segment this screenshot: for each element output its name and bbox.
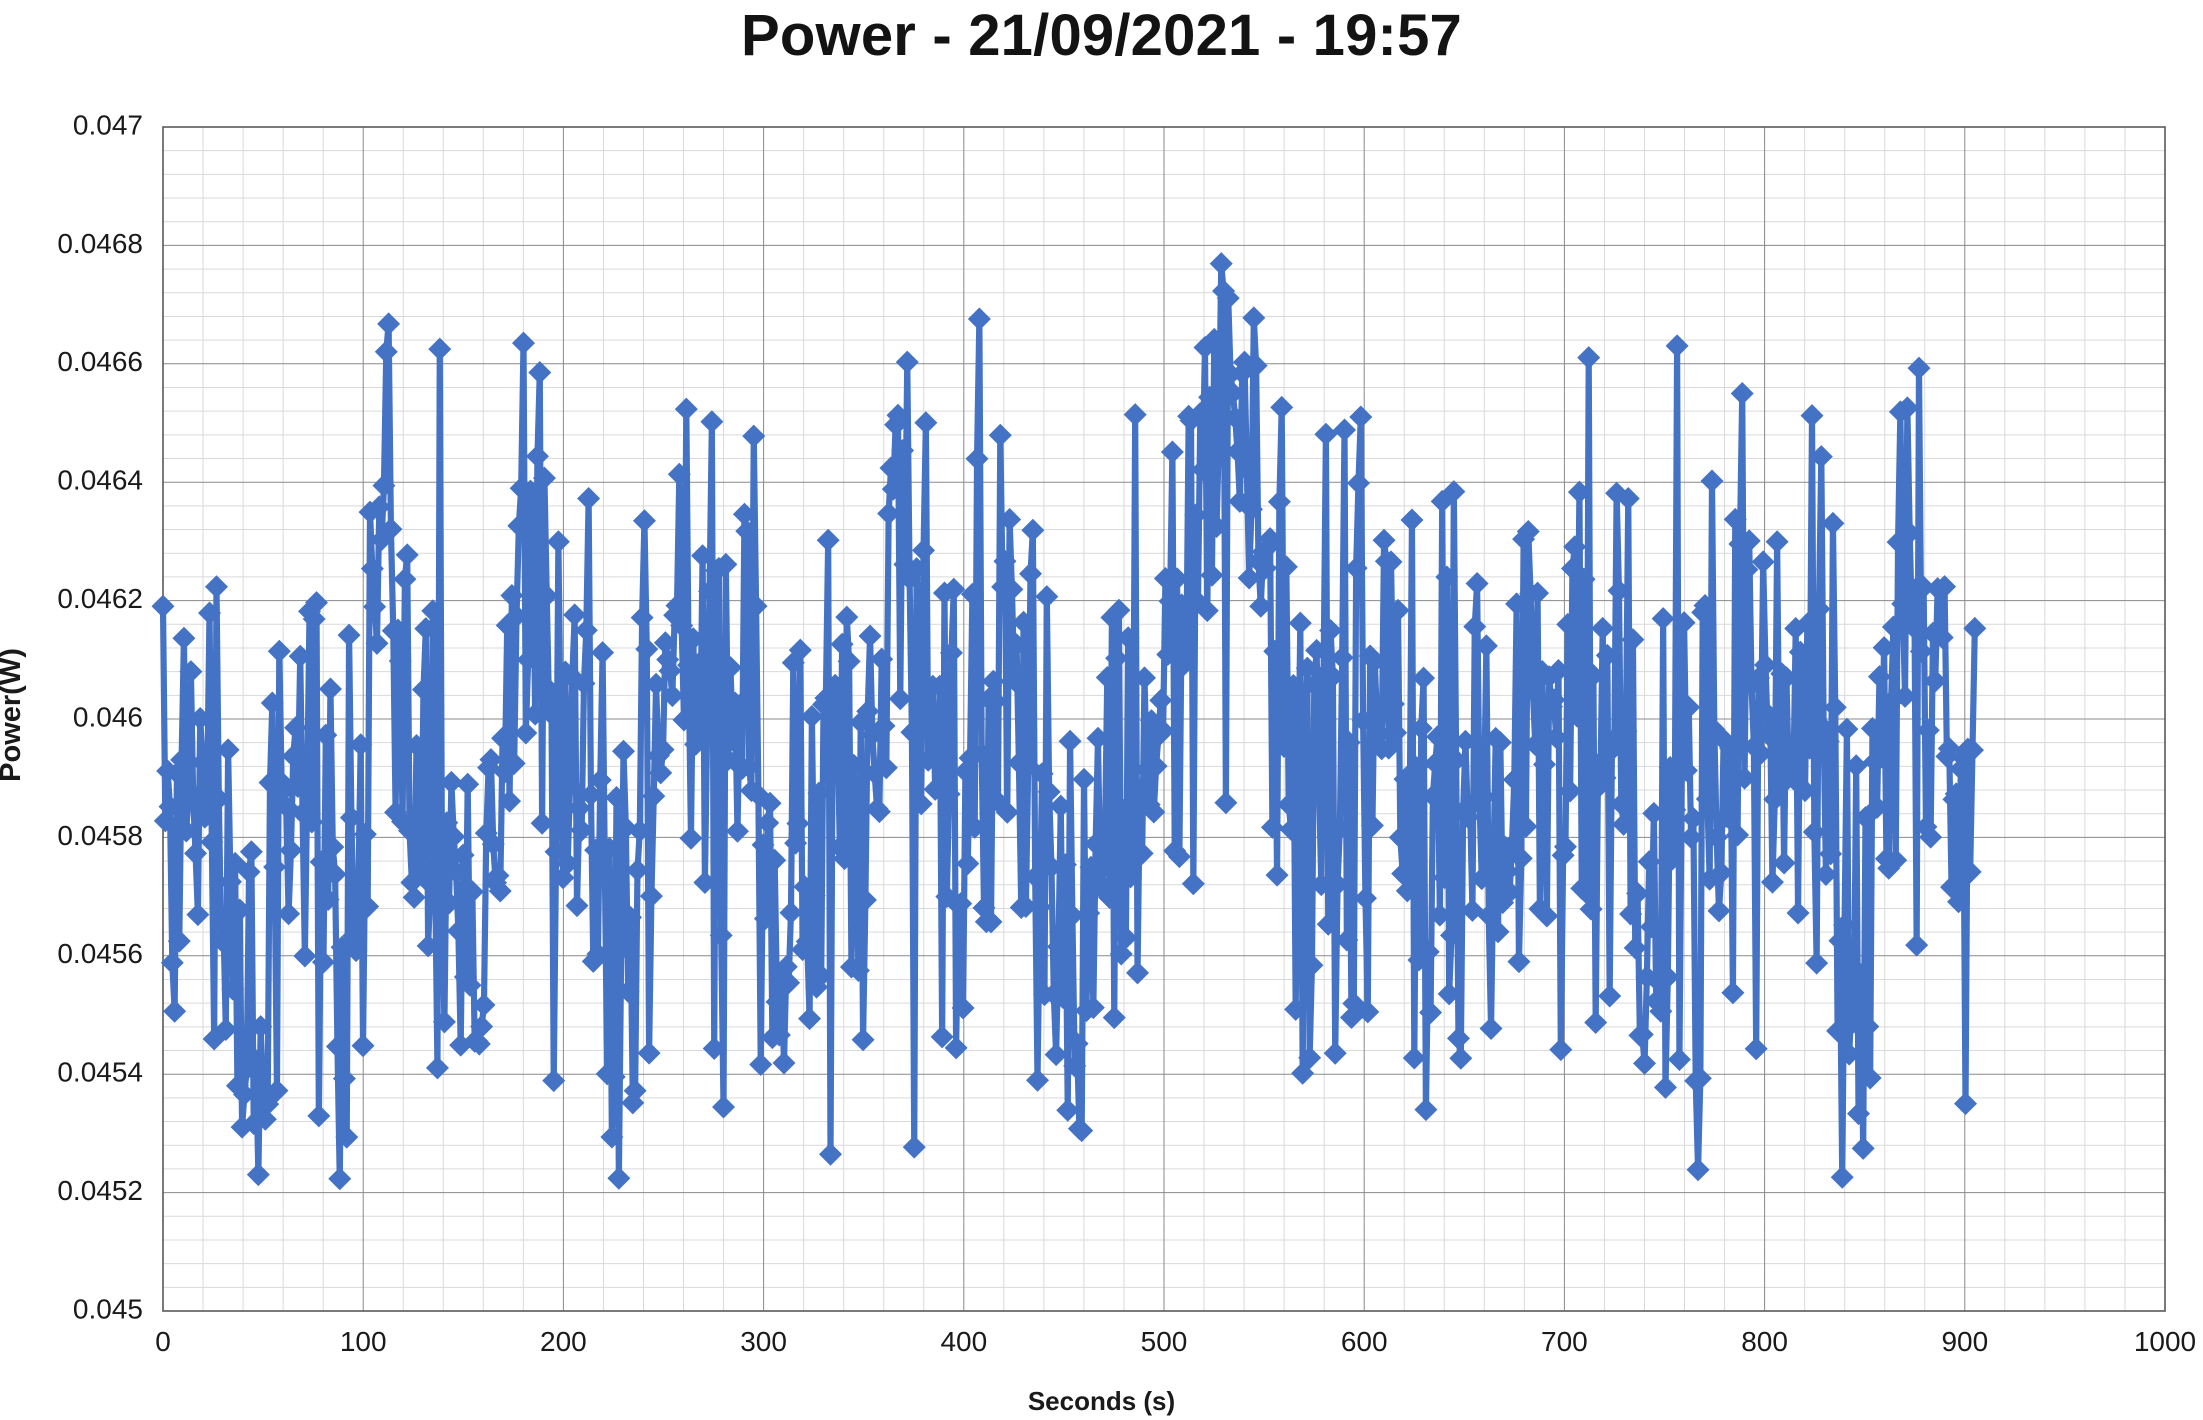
svg-text:1000: 1000 bbox=[2134, 1326, 2196, 1357]
svg-text:900: 900 bbox=[1941, 1326, 1988, 1357]
svg-text:0: 0 bbox=[155, 1326, 171, 1357]
svg-text:0.0464: 0.0464 bbox=[57, 465, 143, 496]
svg-text:300: 300 bbox=[740, 1326, 787, 1357]
svg-text:0.0466: 0.0466 bbox=[57, 346, 143, 377]
svg-text:0.045: 0.045 bbox=[73, 1293, 143, 1324]
svg-text:0.0452: 0.0452 bbox=[57, 1175, 143, 1206]
svg-text:400: 400 bbox=[940, 1326, 987, 1357]
svg-text:0.0468: 0.0468 bbox=[57, 228, 143, 259]
svg-text:0.0454: 0.0454 bbox=[57, 1057, 143, 1088]
svg-text:0.047: 0.047 bbox=[73, 109, 143, 140]
svg-text:600: 600 bbox=[1341, 1326, 1388, 1357]
svg-text:0.0462: 0.0462 bbox=[57, 583, 143, 614]
svg-text:800: 800 bbox=[1741, 1326, 1788, 1357]
svg-text:500: 500 bbox=[1141, 1326, 1188, 1357]
svg-text:700: 700 bbox=[1541, 1326, 1588, 1357]
svg-text:0.0458: 0.0458 bbox=[57, 820, 143, 851]
svg-text:0.0456: 0.0456 bbox=[57, 938, 143, 969]
svg-text:100: 100 bbox=[340, 1326, 387, 1357]
svg-text:0.046: 0.046 bbox=[73, 701, 143, 732]
svg-text:200: 200 bbox=[540, 1326, 587, 1357]
